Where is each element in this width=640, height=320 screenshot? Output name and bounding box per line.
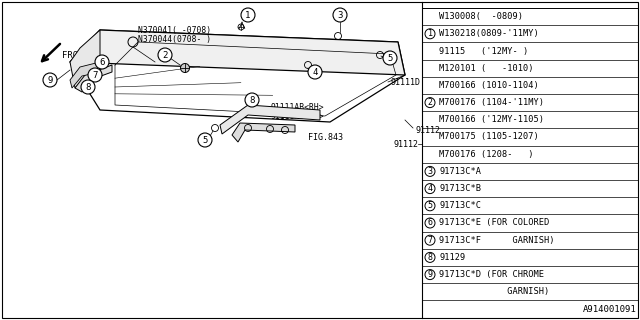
Text: 7: 7	[92, 70, 98, 79]
Polygon shape	[220, 105, 320, 134]
Text: 4: 4	[312, 68, 317, 76]
Polygon shape	[70, 30, 405, 75]
Text: 4: 4	[428, 184, 433, 193]
Text: 91713C*A: 91713C*A	[439, 167, 481, 176]
Circle shape	[180, 63, 189, 73]
Circle shape	[81, 80, 95, 94]
Text: 91713C*E (FOR COLORED: 91713C*E (FOR COLORED	[439, 219, 549, 228]
Circle shape	[333, 8, 347, 22]
Circle shape	[198, 133, 212, 147]
Text: FRONT: FRONT	[62, 51, 89, 60]
Text: 2: 2	[163, 51, 168, 60]
Text: 6: 6	[99, 58, 105, 67]
Text: 7: 7	[428, 236, 433, 245]
Text: M700176 (1208-   ): M700176 (1208- )	[439, 150, 534, 159]
Text: 5: 5	[387, 53, 393, 62]
Polygon shape	[70, 30, 405, 122]
Text: 91713C*D (FOR CHROME: 91713C*D (FOR CHROME	[439, 270, 544, 279]
Text: 2: 2	[428, 98, 433, 107]
Polygon shape	[70, 62, 100, 88]
Text: 5: 5	[202, 135, 208, 145]
Text: 3: 3	[337, 11, 342, 20]
Text: 3: 3	[428, 167, 433, 176]
Polygon shape	[232, 123, 295, 142]
Circle shape	[95, 55, 109, 69]
Text: M700166 ('12MY-1105): M700166 ('12MY-1105)	[439, 115, 544, 124]
Text: 91713C*B: 91713C*B	[439, 184, 481, 193]
Text: 5: 5	[428, 201, 433, 210]
Text: 9: 9	[47, 76, 52, 84]
Text: 1: 1	[245, 11, 251, 20]
Text: 91111D: 91111D	[390, 77, 420, 86]
Text: 8: 8	[250, 95, 255, 105]
Text: 91112: 91112	[415, 125, 440, 134]
Text: A914001091: A914001091	[583, 305, 637, 314]
Text: 91111AB<RH>: 91111AB<RH>	[270, 102, 324, 111]
Text: M700166 (1010-1104): M700166 (1010-1104)	[439, 81, 539, 90]
Circle shape	[88, 68, 102, 82]
Text: 6: 6	[428, 219, 433, 228]
Text: GARNISH): GARNISH)	[439, 287, 549, 296]
Text: 91115   ('12MY- ): 91115 ('12MY- )	[439, 46, 528, 55]
Circle shape	[245, 93, 259, 107]
Text: 91111AC<LH>: 91111AC<LH>	[270, 111, 324, 121]
Text: 91112: 91112	[393, 140, 418, 149]
Circle shape	[43, 73, 57, 87]
Text: N370041( -0708): N370041( -0708)	[138, 26, 211, 35]
Circle shape	[241, 8, 255, 22]
Text: 91713C*F      GARNISH): 91713C*F GARNISH)	[439, 236, 554, 245]
Text: N370044(0708- ): N370044(0708- )	[138, 35, 211, 44]
Circle shape	[308, 65, 322, 79]
Text: W130218(0809-'11MY): W130218(0809-'11MY)	[439, 29, 539, 38]
Circle shape	[383, 51, 397, 65]
Text: 91713C*C: 91713C*C	[439, 201, 481, 210]
Text: 9: 9	[428, 270, 433, 279]
Polygon shape	[75, 65, 112, 92]
Circle shape	[158, 48, 172, 62]
Text: 8: 8	[428, 253, 433, 262]
Text: FIG.843: FIG.843	[308, 132, 343, 141]
Text: M700175 (1105-1207): M700175 (1105-1207)	[439, 132, 539, 141]
Text: M700176 (1104-'11MY): M700176 (1104-'11MY)	[439, 98, 544, 107]
Text: 91129: 91129	[439, 253, 465, 262]
Text: 1: 1	[428, 29, 433, 38]
Text: W130008(  -0809): W130008( -0809)	[439, 12, 523, 21]
Polygon shape	[70, 30, 100, 88]
Text: 8: 8	[85, 83, 91, 92]
Text: M120101 (   -1010): M120101 ( -1010)	[439, 64, 534, 73]
